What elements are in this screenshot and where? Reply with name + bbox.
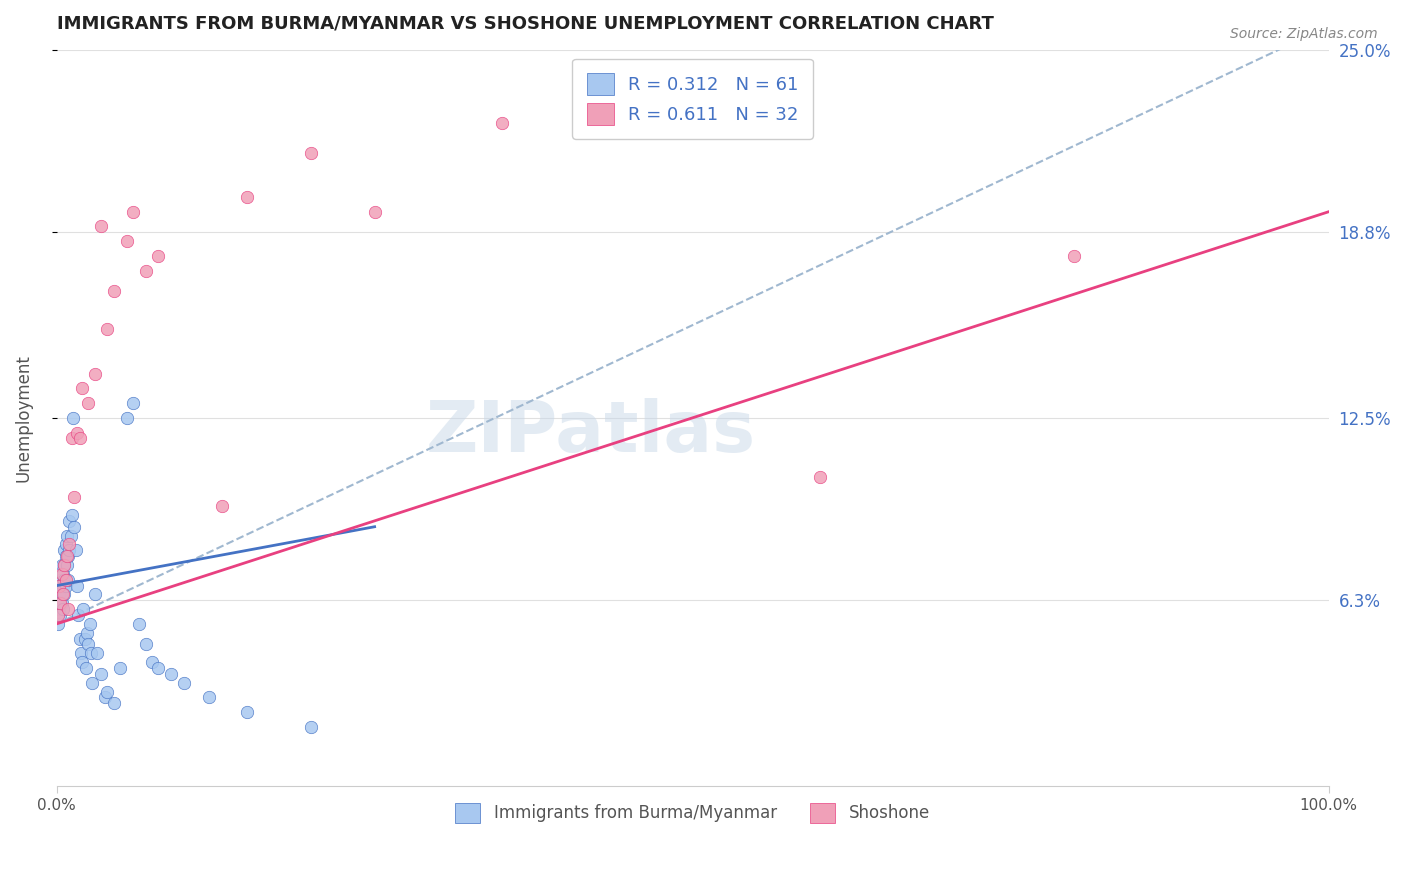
Point	[58, 537, 80, 551]
Point	[236, 190, 259, 204]
Point	[55, 579, 77, 593]
Point	[60, 431, 83, 445]
Point	[53, 558, 76, 572]
Point	[77, 396, 100, 410]
Point	[299, 720, 322, 734]
Point	[52, 587, 75, 601]
Text: IMMIGRANTS FROM BURMA/MYANMAR VS SHOSHONE UNEMPLOYMENT CORRELATION CHART: IMMIGRANTS FROM BURMA/MYANMAR VS SHOSHON…	[56, 15, 994, 33]
Point	[160, 667, 183, 681]
Point	[76, 625, 98, 640]
Point	[53, 587, 76, 601]
Point	[63, 520, 86, 534]
Point	[299, 145, 322, 160]
Point	[90, 667, 112, 681]
Point	[51, 558, 73, 572]
Point	[56, 558, 79, 572]
Point	[51, 587, 73, 601]
Point	[72, 602, 94, 616]
Point	[96, 322, 118, 336]
Point	[69, 646, 91, 660]
Point	[62, 410, 84, 425]
Point	[52, 566, 75, 581]
Point	[141, 655, 163, 669]
Point	[83, 587, 105, 601]
Point	[65, 543, 87, 558]
Point	[110, 661, 132, 675]
Point	[59, 528, 82, 542]
Point	[55, 573, 77, 587]
Point	[148, 249, 170, 263]
Point	[86, 646, 108, 660]
Point	[363, 204, 385, 219]
Point	[51, 596, 73, 610]
Y-axis label: Unemployment: Unemployment	[15, 354, 32, 482]
Point	[94, 690, 117, 705]
Point	[56, 549, 79, 564]
Legend: Immigrants from Burma/Myanmar, Shoshone: Immigrants from Burma/Myanmar, Shoshone	[441, 789, 943, 837]
Point	[128, 616, 150, 631]
Point	[70, 381, 93, 395]
Point	[53, 573, 76, 587]
Point	[58, 514, 80, 528]
Point	[491, 116, 513, 130]
Point	[66, 579, 89, 593]
Point	[73, 632, 96, 646]
Point	[49, 608, 72, 623]
Point	[49, 573, 72, 587]
Point	[148, 661, 170, 675]
Point	[211, 499, 233, 513]
Point	[49, 579, 72, 593]
Point	[82, 675, 104, 690]
Point	[55, 537, 77, 551]
Point	[135, 638, 157, 652]
Point	[135, 263, 157, 277]
Point	[52, 579, 75, 593]
Point	[122, 396, 145, 410]
Point	[63, 491, 86, 505]
Point	[66, 425, 89, 440]
Point	[55, 549, 77, 564]
Point	[83, 367, 105, 381]
Point	[103, 697, 125, 711]
Point	[49, 596, 72, 610]
Point	[70, 655, 93, 669]
Point	[46, 616, 69, 631]
Point	[48, 602, 70, 616]
Point	[56, 602, 79, 616]
Point	[60, 508, 83, 522]
Point	[69, 632, 91, 646]
Point	[46, 608, 69, 623]
Point	[808, 469, 831, 483]
Point	[53, 543, 76, 558]
Point	[58, 543, 80, 558]
Point	[77, 638, 100, 652]
Point	[75, 661, 97, 675]
Point	[96, 684, 118, 698]
Point	[115, 410, 138, 425]
Text: Source: ZipAtlas.com: Source: ZipAtlas.com	[1230, 27, 1378, 41]
Point	[236, 705, 259, 719]
Point	[53, 558, 76, 572]
Point	[80, 646, 103, 660]
Point	[56, 528, 79, 542]
Point	[67, 608, 90, 623]
Point	[122, 204, 145, 219]
Point	[51, 566, 73, 581]
Text: ZIPatlas: ZIPatlas	[426, 398, 756, 467]
Point	[79, 616, 101, 631]
Point	[198, 690, 221, 705]
Point	[115, 234, 138, 248]
Point	[617, 102, 640, 116]
Point	[56, 549, 79, 564]
Point	[48, 579, 70, 593]
Point	[173, 675, 195, 690]
Point	[1063, 249, 1085, 263]
Point	[69, 431, 91, 445]
Point	[103, 284, 125, 298]
Point	[52, 602, 75, 616]
Point	[90, 219, 112, 234]
Point	[56, 573, 79, 587]
Point	[48, 587, 70, 601]
